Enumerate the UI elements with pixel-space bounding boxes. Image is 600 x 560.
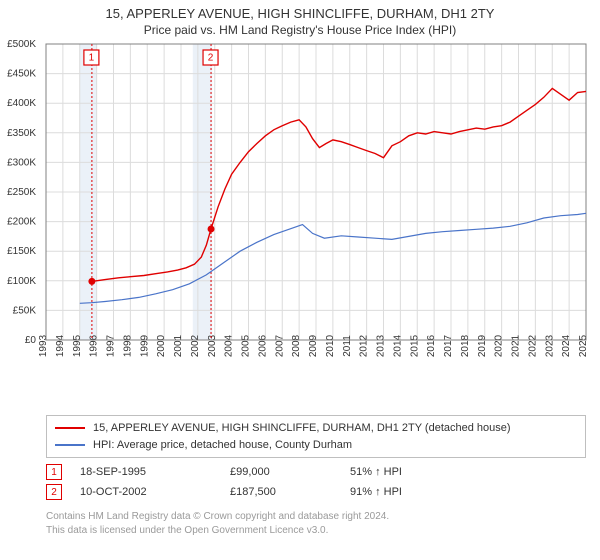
svg-text:2018: 2018: [460, 334, 471, 357]
svg-text:2: 2: [208, 53, 214, 64]
sale-pct: 51% ↑ HPI: [350, 466, 470, 478]
svg-text:2008: 2008: [291, 334, 302, 357]
legend-label-property: 15, APPERLEY AVENUE, HIGH SHINCLIFFE, DU…: [93, 420, 511, 437]
sale-marker-icon: 1: [46, 464, 62, 480]
sale-row: 1 18-SEP-1995 £99,000 51% ↑ HPI: [46, 462, 586, 482]
svg-text:1994: 1994: [55, 334, 66, 357]
footer-line1: Contains HM Land Registry data © Crown c…: [46, 510, 586, 524]
svg-text:1995: 1995: [72, 334, 83, 357]
svg-text:£500K: £500K: [7, 39, 36, 50]
svg-text:1996: 1996: [89, 334, 100, 357]
svg-text:2024: 2024: [561, 334, 572, 357]
sale-date: 10-OCT-2002: [80, 486, 230, 498]
svg-text:2023: 2023: [544, 334, 555, 357]
svg-text:2011: 2011: [342, 335, 353, 357]
svg-text:£200K: £200K: [7, 217, 36, 228]
svg-text:2005: 2005: [241, 334, 252, 357]
svg-text:2019: 2019: [477, 334, 488, 357]
sale-row: 2 10-OCT-2002 £187,500 91% ↑ HPI: [46, 482, 586, 502]
svg-text:1: 1: [89, 53, 95, 64]
svg-text:2022: 2022: [527, 334, 538, 357]
svg-text:2002: 2002: [190, 334, 201, 357]
svg-text:2006: 2006: [257, 334, 268, 357]
footer-line2: This data is licensed under the Open Gov…: [46, 524, 586, 538]
svg-text:£0: £0: [25, 335, 37, 346]
svg-text:2025: 2025: [578, 334, 589, 357]
svg-text:2001: 2001: [173, 334, 184, 357]
svg-text:2000: 2000: [156, 334, 167, 357]
svg-text:2003: 2003: [207, 334, 218, 357]
svg-text:£100K: £100K: [7, 276, 36, 287]
svg-text:2014: 2014: [392, 334, 403, 357]
sale-date: 18-SEP-1995: [80, 466, 230, 478]
sale-price: £99,000: [230, 466, 350, 478]
svg-text:2013: 2013: [376, 334, 387, 357]
legend-label-hpi: HPI: Average price, detached house, Coun…: [93, 437, 352, 454]
legend-swatch-hpi: [55, 444, 85, 446]
legend-item-hpi: HPI: Average price, detached house, Coun…: [55, 437, 577, 454]
svg-text:1993: 1993: [38, 334, 49, 357]
chart-plot-area: £0£50K£100K£150K£200K£250K£300K£350K£400…: [46, 44, 586, 374]
svg-text:2012: 2012: [359, 334, 370, 357]
svg-text:2015: 2015: [409, 334, 420, 357]
svg-text:£450K: £450K: [7, 69, 36, 80]
svg-text:£50K: £50K: [13, 305, 37, 316]
svg-text:£350K: £350K: [7, 128, 36, 139]
sale-pct: 91% ↑ HPI: [350, 486, 470, 498]
svg-text:£150K: £150K: [7, 246, 36, 257]
svg-text:£400K: £400K: [7, 98, 36, 109]
chart-container: 15, APPERLEY AVENUE, HIGH SHINCLIFFE, DU…: [0, 0, 600, 560]
sales-list: 1 18-SEP-1995 £99,000 51% ↑ HPI 2 10-OCT…: [46, 462, 586, 502]
chart-title-line2: Price paid vs. HM Land Registry's House …: [0, 23, 600, 37]
legend-box: 15, APPERLEY AVENUE, HIGH SHINCLIFFE, DU…: [46, 415, 586, 458]
sale-price: £187,500: [230, 486, 350, 498]
line-chart-svg: £0£50K£100K£150K£200K£250K£300K£350K£400…: [46, 44, 586, 404]
svg-text:2021: 2021: [511, 334, 522, 357]
chart-title-line1: 15, APPERLEY AVENUE, HIGH SHINCLIFFE, DU…: [0, 6, 600, 21]
svg-text:£250K: £250K: [7, 187, 36, 198]
chart-titles: 15, APPERLEY AVENUE, HIGH SHINCLIFFE, DU…: [0, 0, 600, 37]
svg-text:1998: 1998: [122, 334, 133, 357]
svg-text:2020: 2020: [494, 334, 505, 357]
sale-marker-icon: 2: [46, 484, 62, 500]
svg-text:1999: 1999: [139, 334, 150, 357]
svg-text:2004: 2004: [224, 334, 235, 357]
svg-text:2009: 2009: [308, 334, 319, 357]
footer-attribution: Contains HM Land Registry data © Crown c…: [46, 510, 586, 537]
svg-text:1997: 1997: [106, 334, 117, 357]
legend-swatch-property: [55, 427, 85, 429]
svg-text:2007: 2007: [274, 334, 285, 357]
svg-text:£300K: £300K: [7, 157, 36, 168]
svg-text:2010: 2010: [325, 334, 336, 357]
legend-item-property: 15, APPERLEY AVENUE, HIGH SHINCLIFFE, DU…: [55, 420, 577, 437]
svg-text:2016: 2016: [426, 334, 437, 357]
svg-text:2017: 2017: [443, 334, 454, 357]
